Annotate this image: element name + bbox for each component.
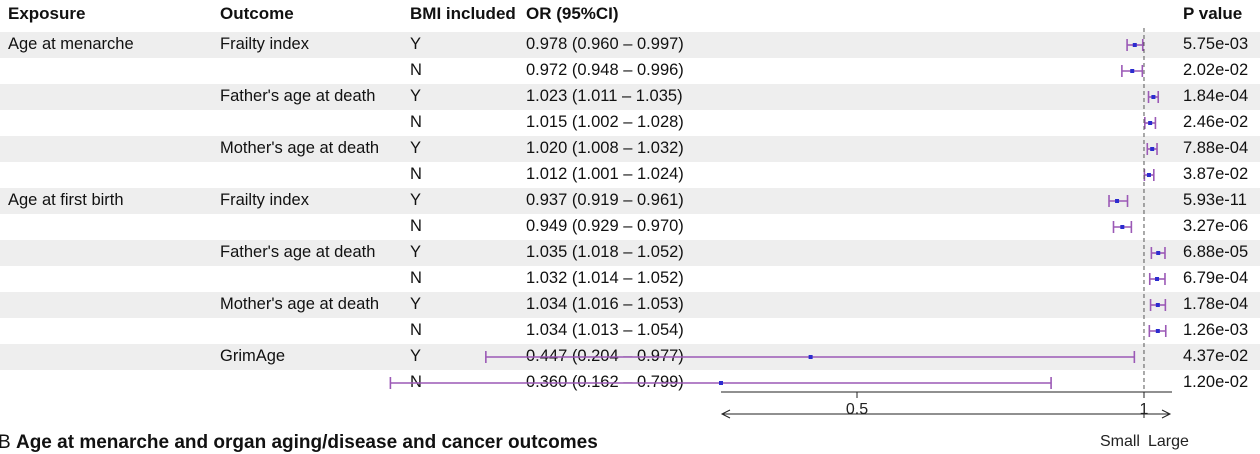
or-ci-cell: 1.032 (1.014 – 1.052) (526, 269, 684, 287)
arrow-left-icon (720, 409, 731, 419)
point-estimate (1155, 303, 1160, 307)
p-value-cell: 3.27e-06 (1183, 217, 1249, 235)
or-ci-cell: 0.937 (0.919 – 0.961) (526, 191, 684, 209)
point-estimate (1130, 69, 1135, 73)
outcome-cell: Frailty index (220, 35, 309, 53)
bmi-cell: Y (410, 35, 422, 53)
bmi-cell: Y (410, 87, 422, 105)
point-estimate (1146, 173, 1151, 177)
point-estimate (1115, 199, 1120, 203)
bmi-cell: N (410, 269, 422, 287)
row-band (0, 32, 1260, 58)
outcome-cell: GrimAge (220, 347, 286, 365)
outcome-cell: Mother's age at death (220, 139, 380, 157)
or-ci-cell: 1.015 (1.002 – 1.028) (526, 113, 684, 131)
bmi-cell: Y (410, 191, 422, 209)
exposure-cell: Age at menarche (8, 35, 134, 53)
or-ci-cell: 0.447 (0.204 – 0.977) (526, 347, 684, 365)
bmi-cell: N (410, 61, 422, 79)
row-band (0, 136, 1260, 162)
header-p-value: P value (1183, 4, 1243, 23)
p-value-cell: 6.79e-04 (1183, 269, 1249, 287)
bmi-cell: N (410, 113, 422, 131)
or-ci-cell: 0.978 (0.960 – 0.997) (526, 35, 684, 53)
header-bmi-included: BMI included (410, 4, 516, 23)
or-ci-cell: 1.034 (1.016 – 1.053) (526, 295, 684, 313)
bmi-cell: N (410, 217, 422, 235)
caption-letter: B (0, 432, 11, 453)
direction-label-small: Small (1100, 433, 1140, 450)
header-exposure: Exposure (8, 4, 86, 23)
p-value-cell: 4.37e-02 (1183, 347, 1249, 365)
panel-caption: B Age at menarche and organ aging/diseas… (0, 432, 598, 454)
p-value-cell: 1.20e-02 (1183, 373, 1249, 391)
point-estimate (1151, 95, 1156, 99)
row-band (0, 188, 1260, 214)
p-value-cell: 6.88e-05 (1183, 243, 1249, 261)
or-ci-cell: 1.035 (1.018 – 1.052) (526, 243, 684, 261)
p-value-cell: 1.78e-04 (1183, 295, 1249, 313)
bmi-cell: Y (410, 139, 422, 157)
row-band (0, 84, 1260, 110)
outcome-cell: Father's age at death (220, 243, 376, 261)
row-band (0, 292, 1260, 318)
bmi-cell: N (410, 165, 422, 183)
or-ci-cell: 1.012 (1.001 – 1.024) (526, 165, 684, 183)
point-estimate (1155, 329, 1160, 333)
arrow-right-icon (1161, 409, 1172, 419)
or-ci-cell: 1.034 (1.013 – 1.054) (526, 321, 684, 339)
outcome-cell: Father's age at death (220, 87, 376, 105)
bmi-cell: Y (410, 295, 422, 313)
or-ci-cell: 1.023 (1.011 – 1.035) (526, 87, 683, 105)
p-value-cell: 1.84e-04 (1183, 87, 1249, 105)
or-ci-cell: 0.360 (0.162 – 0.799) (526, 373, 684, 391)
caption-title: Age at menarche and organ aging/disease … (15, 432, 598, 453)
or-ci-cell: 0.949 (0.929 – 0.970) (526, 217, 684, 235)
header-or-ci: OR (95%CI) (526, 4, 619, 23)
exposure-cell: Age at first birth (8, 191, 124, 209)
x-tick-label: 0.5 (846, 401, 868, 418)
p-value-cell: 2.02e-02 (1183, 61, 1249, 79)
p-value-cell: 2.46e-02 (1183, 113, 1249, 131)
or-ci-cell: 0.972 (0.948 – 0.996) (526, 61, 684, 79)
point-estimate (1150, 147, 1155, 151)
x-tick-label: 1 (1140, 401, 1149, 418)
p-value-cell: 1.26e-03 (1183, 321, 1249, 339)
or-ci-cell: 1.020 (1.008 – 1.032) (526, 139, 684, 157)
p-value-cell: 7.88e-04 (1183, 139, 1249, 157)
point-estimate (1156, 251, 1161, 255)
point-estimate (1132, 43, 1137, 47)
outcome-cell: Mother's age at death (220, 295, 380, 313)
bmi-cell: N (410, 373, 422, 391)
direction-label-large: Large (1148, 433, 1189, 450)
point-estimate (808, 355, 813, 359)
p-value-cell: 5.75e-03 (1183, 35, 1249, 53)
point-estimate (719, 381, 723, 385)
point-estimate (1155, 277, 1160, 281)
header-outcome: Outcome (220, 4, 294, 23)
row-band (0, 240, 1260, 266)
bmi-cell: N (410, 321, 422, 339)
point-estimate (1120, 225, 1125, 229)
point-estimate (1148, 121, 1153, 125)
outcome-cell: Frailty index (220, 191, 309, 209)
p-value-cell: 3.87e-02 (1183, 165, 1249, 183)
bmi-cell: Y (410, 243, 422, 261)
bmi-cell: Y (410, 347, 422, 365)
p-value-cell: 5.93e-11 (1183, 191, 1247, 209)
